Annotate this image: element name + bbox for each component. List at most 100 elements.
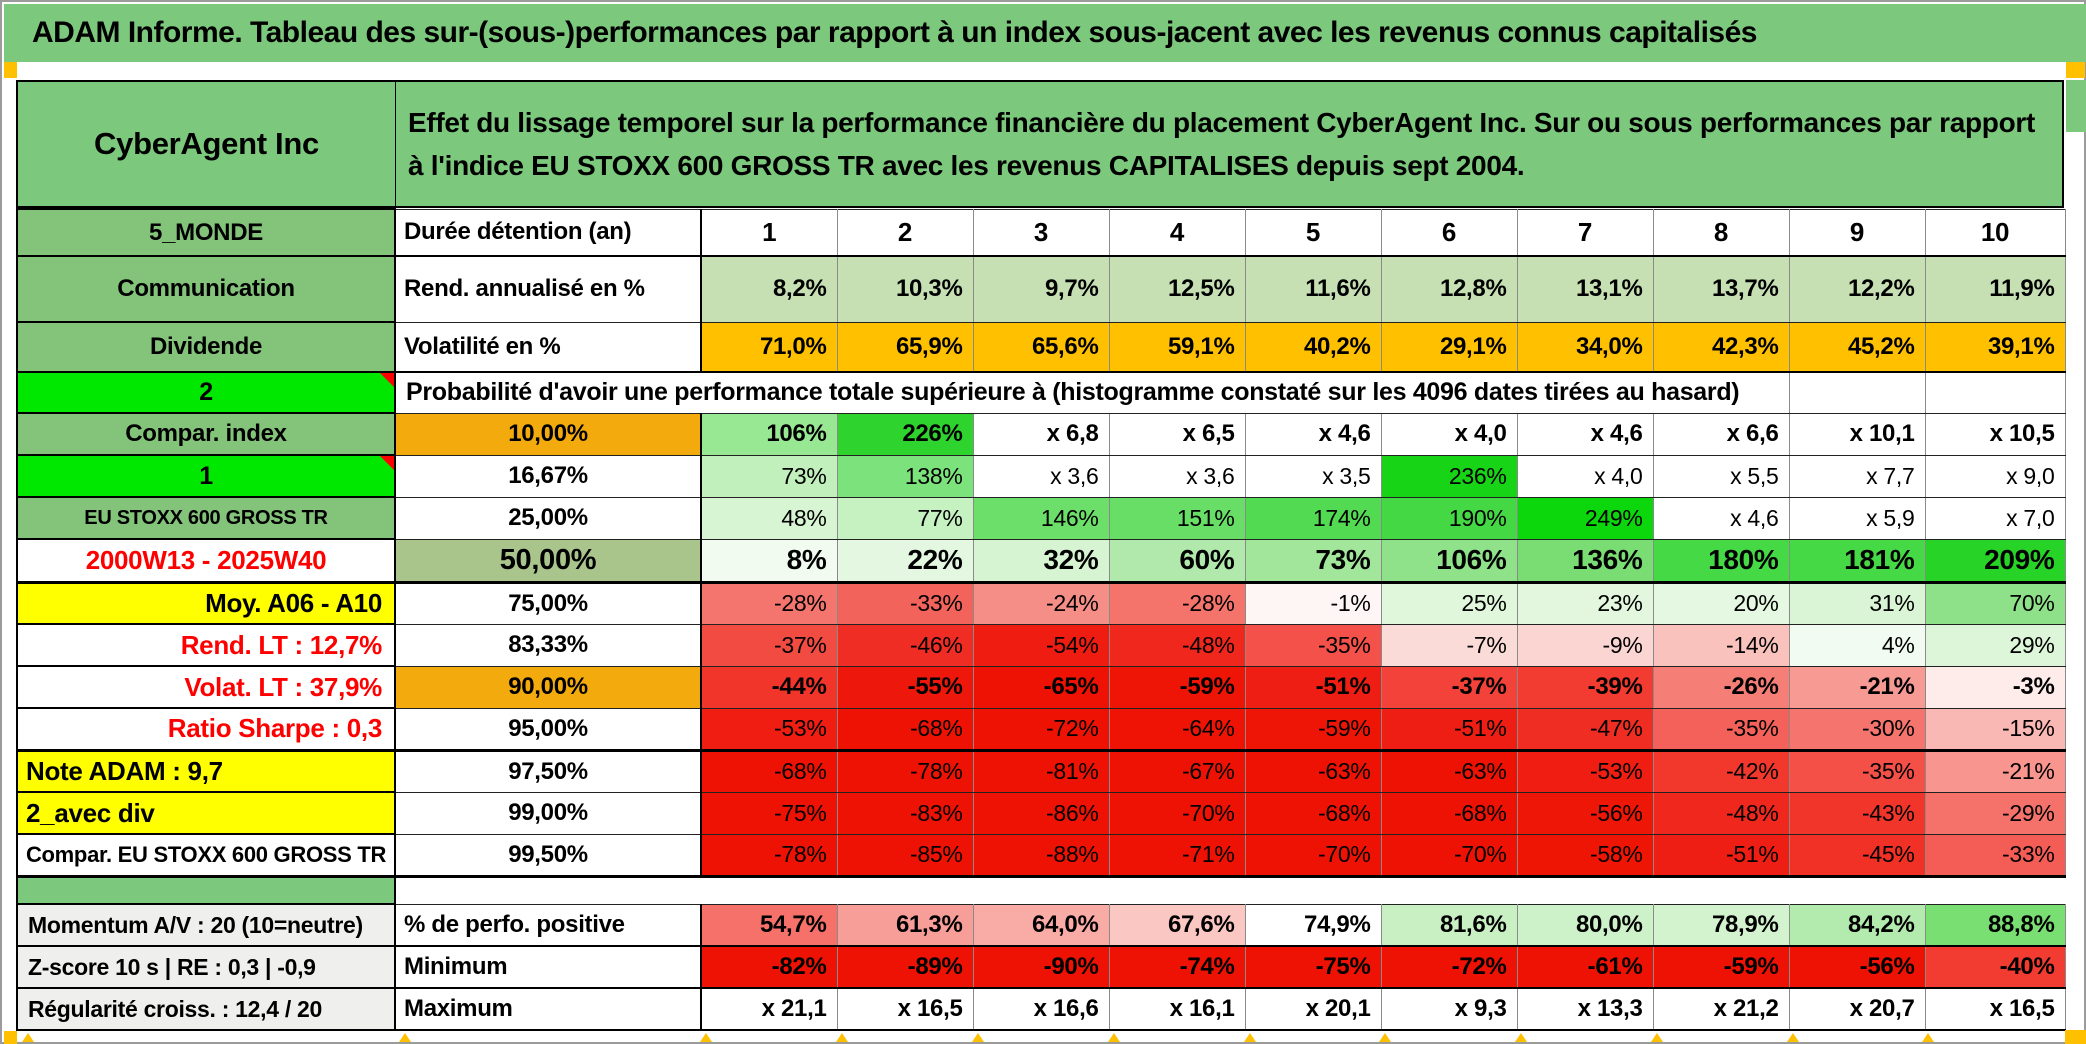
row-label: Ratio Sharpe : 0,3 bbox=[16, 707, 396, 752]
value-cell: -74% bbox=[1108, 945, 1246, 989]
value-cell: 73% bbox=[700, 454, 838, 498]
report-title-text: ADAM Informe. Tableau des sur-(sous-)per… bbox=[32, 16, 1757, 49]
value-cell: -33% bbox=[1924, 833, 2066, 878]
value-cell: 60% bbox=[1108, 538, 1246, 584]
value-cell: x 16,1 bbox=[1108, 987, 1246, 1031]
value-cell: 180% bbox=[1652, 538, 1790, 584]
comment-triangle-icon bbox=[380, 457, 393, 470]
value-cell: 190% bbox=[1380, 496, 1518, 540]
value-cell: 9,7% bbox=[972, 255, 1110, 323]
value-cell: x 3,5 bbox=[1244, 454, 1382, 498]
value-cell: x 4,6 bbox=[1516, 412, 1654, 456]
value-cell: -21% bbox=[1788, 665, 1926, 709]
value-cell: -63% bbox=[1380, 749, 1518, 793]
value-cell: -55% bbox=[836, 665, 974, 709]
value-cell: 12,8% bbox=[1380, 255, 1518, 323]
row-label: Communication bbox=[16, 255, 396, 323]
year-col-header: 3 bbox=[972, 208, 1110, 257]
table-row: Momentum A/V : 20 (10=neutre)% de perfo.… bbox=[16, 903, 2066, 947]
value-cell: -89% bbox=[836, 945, 974, 989]
row-label: Dividende bbox=[16, 321, 396, 373]
value-cell: 22% bbox=[836, 538, 974, 584]
value-cell: -70% bbox=[1108, 791, 1246, 835]
value-cell: 138% bbox=[836, 454, 974, 498]
value-cell: -58% bbox=[1516, 833, 1654, 878]
value-cell: -51% bbox=[1244, 665, 1382, 709]
value-cell: -56% bbox=[1516, 791, 1654, 835]
row-label: 1 bbox=[16, 454, 396, 498]
table-row: 1 16,67% 73% 138% x 3,6 x 3,6 x 3,5 236% x 4,0 x … bbox=[16, 454, 2066, 498]
value-cell: 11,9% bbox=[1924, 255, 2066, 323]
row-label: Compar. index bbox=[16, 412, 396, 456]
percentile-label: 10,00% bbox=[394, 412, 702, 456]
value-cell: -53% bbox=[1516, 749, 1654, 793]
value-cell: -35% bbox=[1244, 623, 1382, 667]
value-cell: -43% bbox=[1788, 791, 1926, 835]
value-cell: 88,8% bbox=[1924, 903, 2066, 947]
row-label: Moy. A06 - A10 bbox=[16, 581, 396, 625]
value-cell: 106% bbox=[1380, 538, 1518, 584]
value-cell: 8% bbox=[700, 538, 838, 584]
value-cell: 48% bbox=[700, 496, 838, 540]
value-cell: x 21,2 bbox=[1652, 987, 1790, 1031]
value-cell: -44% bbox=[700, 665, 838, 709]
value-cell: x 6,6 bbox=[1652, 412, 1790, 456]
value-cell: 81,6% bbox=[1380, 903, 1518, 947]
value-cell: -67% bbox=[1108, 749, 1246, 793]
metric-label: Rend. annualisé en % bbox=[394, 255, 702, 323]
value-cell: -82% bbox=[700, 945, 838, 989]
value-cell: 20% bbox=[1652, 581, 1790, 625]
value-cell: 151% bbox=[1108, 496, 1246, 540]
value-cell: x 3,6 bbox=[972, 454, 1110, 498]
value-cell: -83% bbox=[836, 791, 974, 835]
value-cell: 73% bbox=[1244, 538, 1382, 584]
value-cell: -47% bbox=[1516, 707, 1654, 752]
table-row: 5_MONDE Durée détention (an) 1 2 3 4 5 6 7 8 9 10 bbox=[16, 208, 2066, 257]
value-cell: x 4,6 bbox=[1652, 496, 1790, 540]
value-cell: 40,2% bbox=[1244, 321, 1382, 373]
probability-caption: Probabilité d'avoir une performance tota… bbox=[394, 371, 1790, 414]
value-cell: 61,3% bbox=[836, 903, 974, 947]
row-label: Volat. LT : 37,9% bbox=[16, 665, 396, 709]
year-col-header: 7 bbox=[1516, 208, 1654, 257]
orange-tick-icon bbox=[1787, 1033, 1799, 1042]
value-cell: x 7,0 bbox=[1924, 496, 2066, 540]
table-row: Dividende Volatilité en % 71,0% 65,9% 65,6% 5… bbox=[16, 321, 2066, 373]
value-cell: 226% bbox=[836, 412, 974, 456]
year-col-header: 8 bbox=[1652, 208, 1790, 257]
row-label: 2000W13 - 2025W40 bbox=[16, 538, 396, 584]
value-cell: -70% bbox=[1244, 833, 1382, 878]
row-label: Régularité croiss. : 12,4 / 20 bbox=[16, 987, 396, 1031]
value-cell: -48% bbox=[1652, 791, 1790, 835]
value-cell: x 21,1 bbox=[700, 987, 838, 1031]
year-col-header: 1 bbox=[700, 208, 838, 257]
performance-table: 5_MONDE Durée détention (an) 1 2 3 4 5 6 7 8 9 10 Co… bbox=[16, 208, 2066, 1031]
value-cell: -68% bbox=[1244, 791, 1382, 835]
value-cell: -3% bbox=[1924, 665, 2066, 709]
year-col-header: 4 bbox=[1108, 208, 1246, 257]
value-cell: -53% bbox=[700, 707, 838, 752]
report-description: Effet du lissage temporel sur la perform… bbox=[408, 106, 2036, 181]
row-label: 5_MONDE bbox=[16, 208, 396, 257]
value-cell: 8,2% bbox=[700, 255, 838, 323]
percentile-label: 99,00% bbox=[394, 791, 702, 835]
value-cell: 31% bbox=[1788, 581, 1926, 625]
year-col-header: 2 bbox=[836, 208, 974, 257]
value-cell: 65,9% bbox=[836, 321, 974, 373]
orange-tick-icon bbox=[1515, 1033, 1527, 1042]
value-cell: x 20,7 bbox=[1788, 987, 1926, 1031]
value-cell: -70% bbox=[1380, 833, 1518, 878]
value-cell: -78% bbox=[836, 749, 974, 793]
value-cell: 236% bbox=[1380, 454, 1518, 498]
value-cell: -51% bbox=[1380, 707, 1518, 752]
percentile-label: 90,00% bbox=[394, 665, 702, 709]
value-cell: -26% bbox=[1652, 665, 1790, 709]
row-label: Note ADAM : 9,7 bbox=[16, 749, 396, 793]
orange-tick-icon bbox=[1379, 1033, 1391, 1042]
percentile-label: 95,00% bbox=[394, 707, 702, 752]
orange-tick-icon bbox=[836, 1033, 848, 1042]
value-cell: x 10,5 bbox=[1924, 412, 2066, 456]
metric-label: Durée détention (an) bbox=[394, 208, 702, 257]
value-cell: -59% bbox=[1652, 945, 1790, 989]
